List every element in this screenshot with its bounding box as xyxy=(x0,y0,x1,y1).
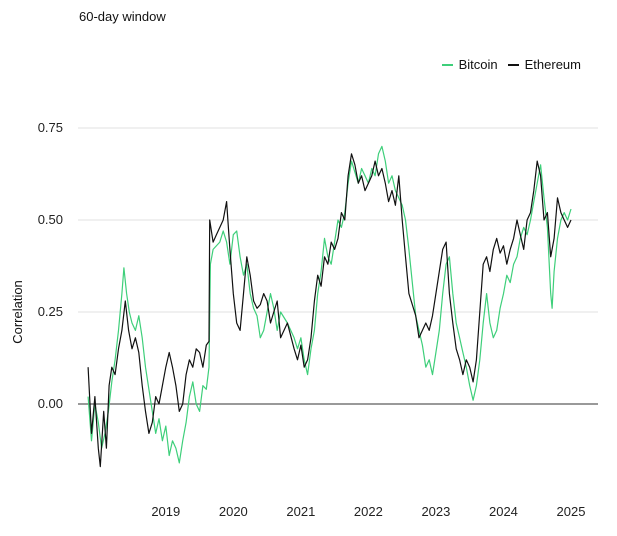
x-tick-label: 2025 xyxy=(557,504,586,519)
y-tick-label: 0.75 xyxy=(38,120,63,135)
x-axis: 2019 2020 2021 2022 2023 2024 2025 xyxy=(151,504,585,519)
y-axis: 0.00 0.25 0.50 0.75 xyxy=(38,120,63,411)
legend-item-ethereum: Ethereum xyxy=(507,57,581,72)
chart-subtitle: 60-day window xyxy=(79,9,166,24)
y-tick-label: 0.00 xyxy=(38,396,63,411)
x-tick-label: 2019 xyxy=(151,504,180,519)
grid-lines xyxy=(78,127,598,405)
series-lines xyxy=(87,145,572,468)
series-line-ethereum xyxy=(87,153,572,468)
series-line-bitcoin xyxy=(87,145,572,464)
x-tick-label: 2023 xyxy=(421,504,450,519)
x-tick-label: 2022 xyxy=(354,504,383,519)
legend-label-bitcoin: Bitcoin xyxy=(458,57,498,72)
x-tick-label: 2021 xyxy=(286,504,315,519)
y-tick-label: 0.25 xyxy=(38,304,63,319)
y-tick-label: 0.50 xyxy=(38,212,63,227)
y-axis-title: Correlation xyxy=(10,280,25,344)
x-tick-label: 2020 xyxy=(219,504,248,519)
chart-legend: Bitcoin Ethereum xyxy=(441,57,581,72)
legend-item-bitcoin: Bitcoin xyxy=(441,57,498,72)
legend-swatch-bitcoin xyxy=(441,63,453,66)
legend-swatch-ethereum xyxy=(507,63,519,66)
x-tick-label: 2024 xyxy=(489,504,518,519)
legend-label-ethereum: Ethereum xyxy=(524,57,581,72)
